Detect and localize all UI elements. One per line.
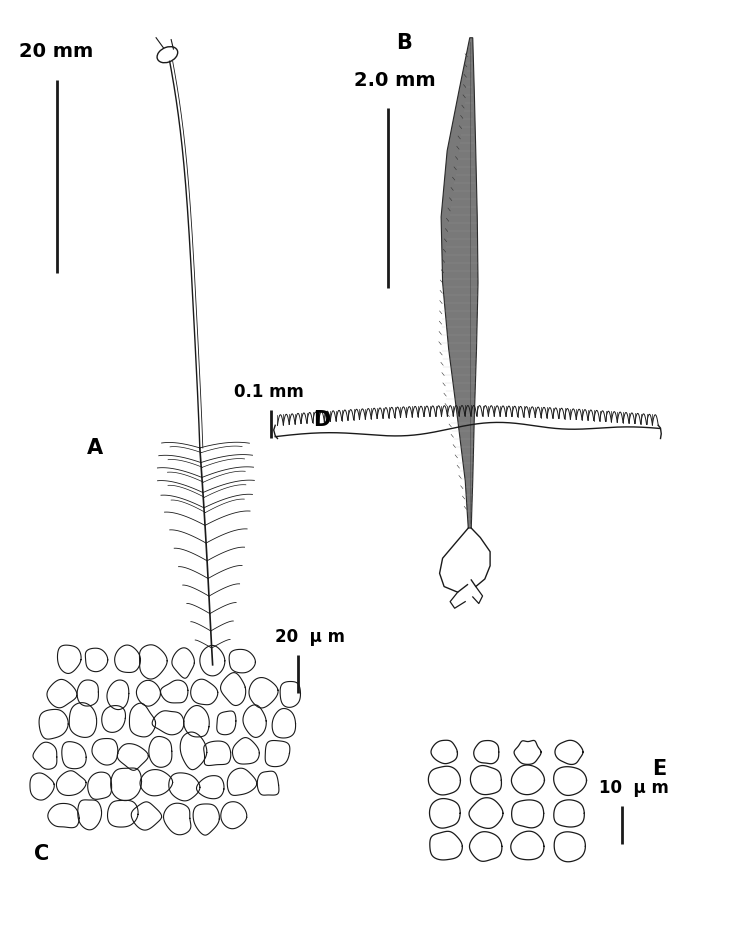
Text: 10  μ m: 10 μ m [599, 779, 670, 797]
Text: 20 mm: 20 mm [19, 42, 93, 61]
Text: E: E [652, 759, 667, 779]
Text: 20  μ m: 20 μ m [275, 628, 345, 646]
Text: C: C [34, 844, 49, 864]
Text: D: D [313, 410, 330, 430]
Text: A: A [87, 438, 103, 458]
Text: 2.0 mm: 2.0 mm [354, 71, 436, 90]
Text: 0.1 mm: 0.1 mm [234, 383, 304, 401]
Text: B: B [396, 33, 412, 53]
Polygon shape [441, 38, 478, 528]
